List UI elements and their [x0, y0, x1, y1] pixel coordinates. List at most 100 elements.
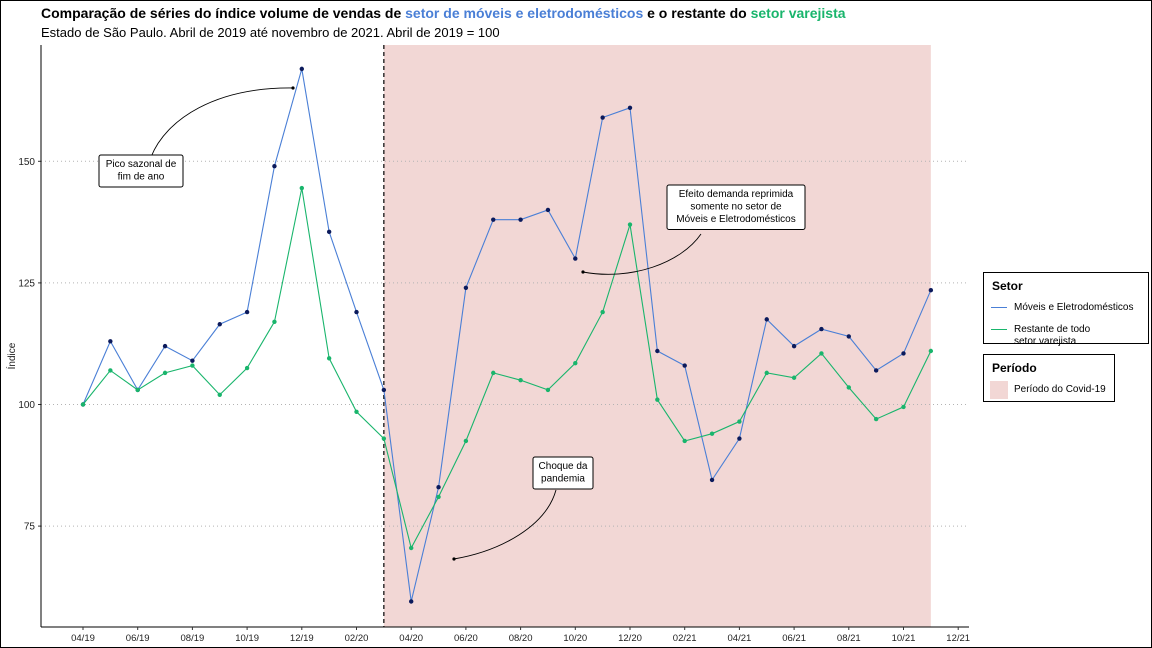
data-point-moveis	[162, 343, 168, 349]
data-point-restante	[299, 185, 304, 191]
series-line-moveis	[82, 68, 932, 602]
annotation-arrowhead-pico	[291, 86, 295, 90]
annotation-arrowhead-efeito	[581, 270, 585, 274]
annotation-text-pico: Pico sazonal de	[106, 159, 177, 170]
x-tick-label: 02/20	[345, 633, 369, 644]
legend-label-restante: Restante de todo setor varejista	[1014, 324, 1091, 347]
chart-subtitle: Estado de São Paulo. Abril de 2019 até n…	[41, 25, 500, 40]
data-point-moveis	[819, 326, 824, 332]
data-point-restante	[846, 385, 851, 390]
data-point-moveis	[573, 256, 578, 261]
data-point-moveis	[764, 317, 769, 322]
annotation-arrowhead-choque	[452, 557, 456, 561]
x-tick-label: 04/21	[728, 633, 752, 644]
legend-key-restante	[990, 321, 1008, 339]
y-tick-label: 125	[18, 278, 35, 289]
data-point-restante	[162, 370, 168, 376]
data-point-moveis	[846, 334, 851, 339]
annotation-box-pico	[98, 154, 184, 188]
data-point-restante	[244, 365, 250, 371]
x-tick-label: 08/21	[837, 633, 861, 644]
x-tick-label: 02/21	[673, 633, 697, 644]
data-point-restante	[819, 351, 824, 356]
data-point-moveis	[409, 599, 414, 604]
annotation-text-choque: pandemia	[541, 474, 585, 485]
data-point-restante	[80, 402, 86, 407]
annotation-arrow-pico	[150, 87, 294, 158]
data-point-moveis	[682, 363, 687, 368]
data-point-restante	[682, 438, 687, 444]
title-part-3: e o restante do	[643, 5, 751, 21]
data-point-restante	[381, 436, 387, 441]
x-tick-label: 08/19	[181, 633, 205, 644]
x-tick-label: 08/20	[509, 633, 533, 644]
title-part-1: Comparação de séries do índice volume de…	[41, 5, 406, 21]
data-point-restante	[354, 409, 359, 414]
x-tick-label: 06/19	[126, 633, 150, 644]
data-point-restante	[928, 348, 934, 354]
data-point-moveis	[873, 368, 879, 373]
data-point-moveis	[244, 309, 250, 315]
data-point-restante	[764, 370, 769, 376]
legend-setor: Setor Móveis e Eletrodomésticos Restante…	[983, 272, 1149, 347]
legend-key-covid	[990, 381, 1008, 399]
data-point-moveis	[791, 343, 797, 349]
data-point-moveis	[299, 66, 304, 72]
legend-label-moveis: Móveis e Eletrodomésticos	[1014, 302, 1134, 313]
data-point-moveis	[108, 339, 113, 344]
data-point-restante	[791, 375, 797, 380]
annotation-text-efeito: Móveis e Eletrodomésticos	[676, 214, 796, 225]
data-point-restante	[326, 356, 332, 361]
data-point-restante	[135, 387, 140, 393]
title-highlight-varejo: setor varejista	[750, 5, 846, 21]
data-point-moveis	[709, 477, 715, 483]
annotation-arrow-choque	[453, 489, 557, 560]
data-point-restante	[272, 319, 277, 325]
data-point-moveis	[436, 484, 441, 490]
x-tick-label: 10/20	[563, 633, 587, 644]
legend-item-moveis: Móveis e Eletrodomésticos	[990, 299, 1140, 317]
data-point-moveis	[600, 115, 605, 120]
x-tick-label: 04/19	[71, 633, 95, 644]
legend-item-restante: Restante de todo setor varejista	[990, 321, 1140, 348]
data-point-restante	[190, 363, 195, 368]
annotation-box-choque	[532, 456, 594, 490]
x-tick-label: 04/20	[399, 633, 423, 644]
data-point-restante	[737, 419, 742, 424]
y-tick-label: 100	[18, 400, 35, 411]
data-point-restante	[600, 309, 605, 315]
annotation-text-pico: fim de ano	[118, 172, 165, 183]
title-highlight-moveis: setor de móveis e eletrodomésticos	[405, 5, 644, 21]
annotation-arrow-efeito	[582, 233, 702, 275]
data-point-restante	[655, 397, 660, 402]
data-point-moveis	[463, 285, 469, 290]
y-tick-label: 150	[18, 157, 35, 168]
x-tick-label: 06/21	[782, 633, 806, 644]
y-axis-label: Índice	[5, 342, 18, 369]
data-point-restante	[545, 387, 551, 393]
data-point-moveis	[272, 163, 277, 169]
data-point-restante	[491, 370, 496, 376]
data-point-moveis	[491, 217, 496, 222]
y-tick-label: 75	[24, 522, 36, 533]
series-line-restante	[82, 187, 932, 550]
x-tick-label: 12/20	[618, 633, 642, 644]
covid-period-region	[383, 45, 931, 627]
data-point-restante	[108, 368, 113, 373]
annotation-box-efeito	[666, 184, 806, 230]
data-point-moveis	[737, 436, 742, 441]
legend-setor-title: Setor	[992, 279, 1023, 293]
data-point-restante	[873, 416, 879, 422]
data-point-moveis	[354, 309, 359, 315]
data-point-restante	[217, 392, 222, 397]
annotation-text-efeito: Efeito demanda reprimida	[679, 189, 794, 200]
annotation-text-efeito: somente no setor de	[690, 202, 782, 213]
data-point-moveis	[627, 105, 633, 110]
data-point-restante	[463, 438, 469, 444]
data-point-moveis	[518, 217, 523, 222]
x-tick-label: 10/21	[892, 633, 916, 644]
data-point-restante	[518, 377, 523, 383]
chart-title: Comparação de séries do índice volume de…	[41, 5, 846, 21]
